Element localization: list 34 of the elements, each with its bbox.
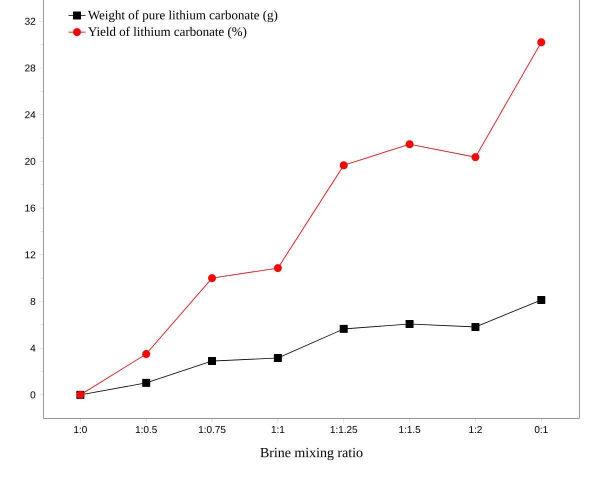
y-tick-label: 4 bbox=[30, 344, 36, 352]
point bbox=[471, 322, 480, 331]
y-tick-label: 16 bbox=[25, 204, 36, 212]
point bbox=[208, 357, 216, 366]
point bbox=[340, 324, 348, 333]
point bbox=[471, 153, 480, 162]
y-tick-label: 32 bbox=[24, 18, 36, 25]
y-tick-label: 12 bbox=[25, 251, 36, 258]
y-tick-label: 0 bbox=[30, 391, 36, 398]
point bbox=[274, 354, 282, 362]
point bbox=[142, 378, 150, 387]
legend-label: Weight of pure lithium carbonate (g) bbox=[88, 10, 278, 22]
point bbox=[537, 38, 546, 46]
x-tick-label: 1:1 bbox=[272, 426, 284, 433]
y-tick-label: 24 bbox=[25, 111, 36, 118]
y-tick-label: 8 bbox=[30, 298, 36, 306]
y-tick-label: 20 bbox=[25, 158, 36, 165]
x-tick-label: 1:1.25 bbox=[330, 426, 358, 434]
point bbox=[142, 350, 150, 358]
x-tick-label: 1:0 bbox=[74, 426, 87, 434]
x-tick-label: 1:1.5 bbox=[399, 426, 420, 433]
x-tick-label: 1:0.75 bbox=[198, 426, 226, 434]
y-tick-label: 28 bbox=[25, 64, 36, 72]
x-axis-title: Brine mixing ratio bbox=[260, 448, 362, 460]
x-tick-label: 1:2 bbox=[469, 426, 482, 433]
point bbox=[208, 274, 216, 282]
point bbox=[406, 320, 414, 328]
x-tick-label: 0:1 bbox=[534, 426, 548, 434]
point bbox=[340, 161, 348, 170]
legend-label: Yield of lithium carbonate (%) bbox=[88, 26, 246, 39]
point bbox=[537, 296, 546, 304]
point bbox=[406, 140, 414, 148]
point bbox=[274, 264, 282, 272]
x-tick-label: 1:0.5 bbox=[136, 426, 157, 434]
